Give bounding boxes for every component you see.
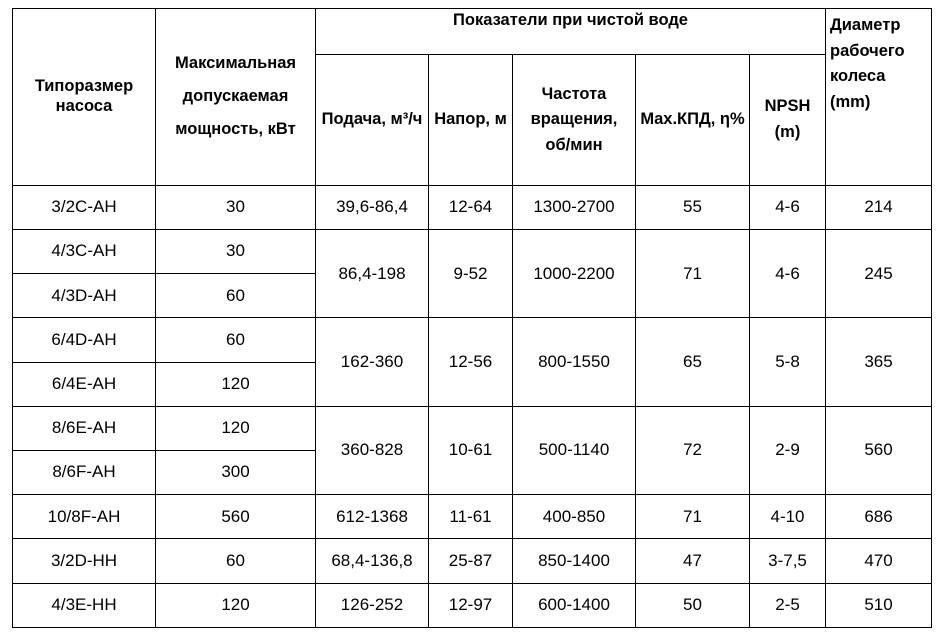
table-row: 10/8F-AH 560 612-1368 11-61 400-850 71 4… (12, 494, 932, 540)
cell-type: 3/2C-AH (12, 184, 156, 231)
cell-npsh: 4-6 (749, 184, 826, 231)
table-row: 3/2C-AH 30 39,6-86,4 12-64 1300-2700 55 … (12, 184, 932, 231)
cell-diameter: 560 (825, 405, 932, 496)
cell-efficiency: 71 (635, 494, 750, 540)
cell-speed: 1300-2700 (512, 184, 636, 231)
cell-head: 12-64 (428, 184, 513, 231)
header-efficiency: Max.КПД, η% (635, 54, 750, 186)
cell-speed: 600-1400 (512, 582, 636, 629)
cell-type: 10/8F-AH (12, 494, 156, 540)
cell-flow: 612-1368 (315, 494, 429, 540)
header-speed: Частота вращения, об/мин (512, 54, 636, 186)
cell-speed: 1000-2200 (512, 229, 636, 319)
cell-npsh: 5-8 (749, 317, 826, 407)
cell-type: 4/3D-AH (12, 273, 156, 319)
cell-type: 4/3E-HH (12, 582, 156, 629)
cell-diameter: 470 (825, 538, 932, 584)
cell-head: 12-97 (428, 582, 513, 629)
header-flow: Подача, м³/ч (315, 54, 429, 186)
cell-diameter: 214 (825, 184, 932, 231)
cell-flow: 162-360 (315, 317, 429, 407)
cell-power: 60 (155, 317, 316, 363)
cell-power: 60 (155, 538, 316, 584)
cell-type: 4/3C-AH (12, 229, 156, 275)
cell-efficiency: 50 (635, 582, 750, 629)
pump-specs-table: Типоразмер насоса Максимальная допускаем… (12, 7, 932, 629)
header-npsh: NPSH (m) (749, 54, 826, 186)
cell-power: 60 (155, 273, 316, 319)
table-row: 8/6F-AH 300 (12, 450, 932, 496)
cell-power: 300 (155, 450, 316, 496)
cell-power: 30 (155, 184, 316, 231)
header-head: Напор, м (428, 54, 513, 186)
header-row-1: Типоразмер насоса Максимальная допускаем… (12, 7, 932, 186)
cell-head: 12-56 (428, 317, 513, 407)
cell-type: 3/2D-HH (12, 538, 156, 584)
cell-npsh: 4-10 (749, 494, 826, 540)
cell-speed: 800-1550 (512, 317, 636, 407)
cell-speed: 850-1400 (512, 538, 636, 584)
header-max-power: Максимальная допускаемая мощность, кВт (155, 8, 316, 186)
table-row: 4/3D-AH 60 (12, 273, 932, 319)
cell-type: 8/6F-AH (12, 450, 156, 496)
cell-head: 25-87 (428, 538, 513, 584)
cell-npsh: 4-6 (749, 229, 826, 319)
cell-diameter: 686 (825, 494, 932, 540)
header-clean-water-group: Показатели при чистой воде (315, 7, 826, 56)
cell-speed: 400-850 (512, 494, 636, 540)
table-row: 4/3C-AH 30 86,4-198 9-52 1000-2200 71 4-… (12, 229, 932, 319)
cell-flow: 39,6-86,4 (315, 184, 429, 231)
cell-diameter: 510 (825, 582, 932, 629)
cell-type: 8/6E-AH (12, 405, 156, 452)
cell-flow: 86,4-198 (315, 229, 429, 319)
table-row: 4/3E-HH 120 126-252 12-97 600-1400 50 2-… (12, 582, 932, 629)
cell-efficiency: 65 (635, 317, 750, 407)
cell-efficiency: 71 (635, 229, 750, 319)
table-row: 8/6E-AH 120 360-828 10-61 500-1140 72 2-… (12, 405, 932, 496)
cell-efficiency: 55 (635, 184, 750, 231)
cell-head: 11-61 (428, 494, 513, 540)
table-row: 6/4E-AH 120 (12, 361, 932, 407)
cell-power: 120 (155, 405, 316, 452)
cell-power: 560 (155, 494, 316, 540)
cell-efficiency: 47 (635, 538, 750, 584)
cell-diameter: 245 (825, 229, 932, 319)
cell-power: 120 (155, 361, 316, 407)
table-row: 6/4D-AH 60 162-360 12-56 800-1550 65 5-8… (12, 317, 932, 407)
cell-npsh: 3-7,5 (749, 538, 826, 584)
cell-type: 6/4E-AH (12, 361, 156, 407)
cell-npsh: 2-9 (749, 405, 826, 496)
cell-speed: 500-1140 (512, 405, 636, 496)
cell-flow: 126-252 (315, 582, 429, 629)
header-row-2: Подача, м³/ч Напор, м Частота вращения, … (13, 54, 932, 186)
cell-efficiency: 72 (635, 405, 750, 496)
cell-diameter: 365 (825, 317, 932, 407)
table-row: 3/2D-HH 60 68,4-136,8 25-87 850-1400 47 … (12, 538, 932, 584)
cell-type: 6/4D-AH (12, 317, 156, 363)
cell-power: 30 (155, 229, 316, 275)
header-impeller-diameter: Диаметр рабочего колеса (mm) (825, 8, 932, 186)
cell-head: 9-52 (428, 229, 513, 319)
cell-npsh: 2-5 (749, 582, 826, 629)
cell-power: 120 (155, 582, 316, 629)
cell-flow: 360-828 (315, 405, 429, 496)
header-pump-type: Типоразмер насоса (12, 8, 156, 186)
cell-head: 10-61 (428, 405, 513, 496)
cell-flow: 68,4-136,8 (315, 538, 429, 584)
